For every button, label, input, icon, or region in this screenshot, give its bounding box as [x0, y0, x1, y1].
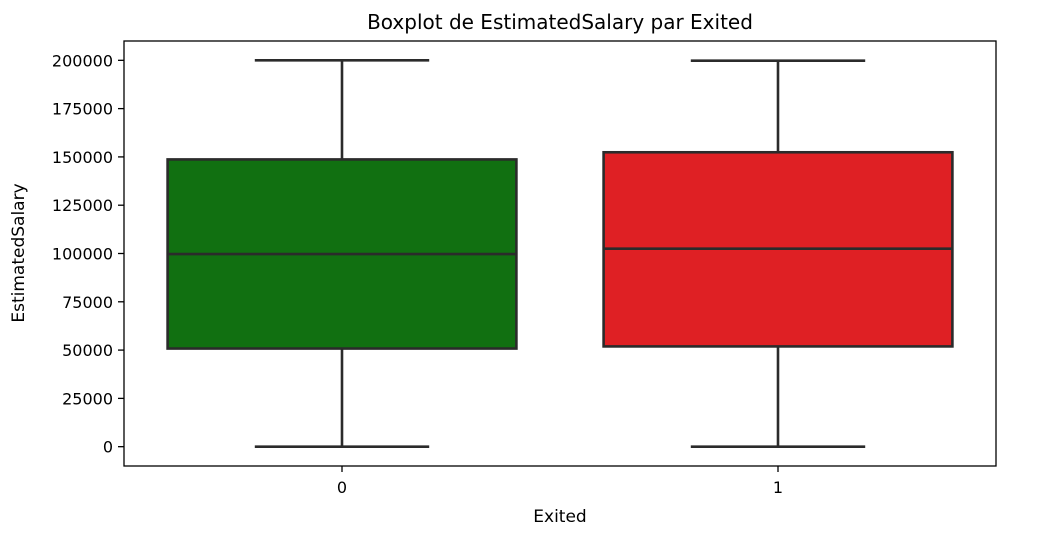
x-tick-label-1: 1	[773, 478, 783, 497]
y-tick-label-50000: 50000	[62, 341, 113, 360]
x-axis-label: Exited	[533, 507, 586, 527]
box-group-0	[166, 59, 518, 448]
y-tick-label-0: 0	[103, 438, 113, 457]
chart-title: Boxplot de EstimatedSalary par Exited	[367, 10, 753, 34]
y-tick-label-125000: 125000	[52, 196, 113, 215]
y-tick-label-75000: 75000	[62, 293, 113, 312]
y-tick-label-175000: 175000	[52, 100, 113, 119]
y-tick-label-150000: 150000	[52, 148, 113, 167]
y-tick-label-100000: 100000	[52, 245, 113, 264]
boxes-layer	[166, 59, 954, 448]
y-tick-label-25000: 25000	[62, 389, 113, 408]
box-group-1	[602, 59, 954, 448]
y-axis-label: EstimatedSalary	[9, 183, 29, 322]
y-tick-label-200000: 200000	[52, 51, 113, 70]
x-tick-label-0: 0	[337, 478, 347, 497]
y-axis: 0 25000 50000 75000 100000 125000 150000 175000…	[52, 51, 124, 457]
